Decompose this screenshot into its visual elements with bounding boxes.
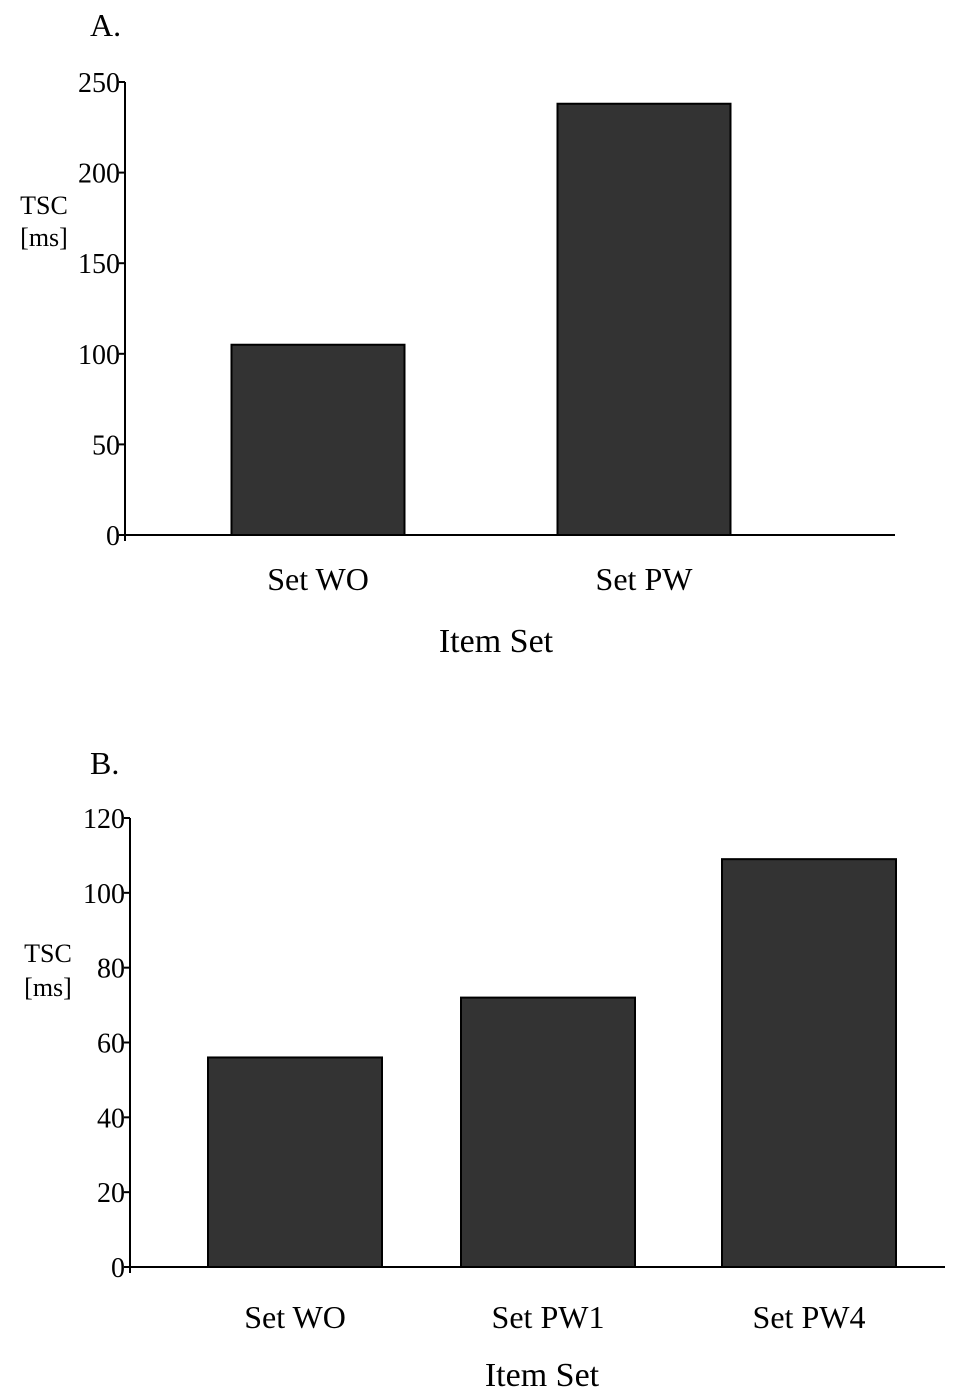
- chart-a-y-tick-label-2: 100: [78, 340, 120, 371]
- chart-b-y-tick-label-6: 120: [83, 804, 125, 835]
- panel-a-letter: A.: [90, 7, 121, 43]
- chart-a-ylabel-line-2: [ms]: [20, 223, 68, 252]
- chart-b-y-tick-label-3: 60: [97, 1029, 125, 1060]
- chart-a-ylabel-line-1: TSC: [20, 191, 68, 220]
- chart-b-y-tick-label-5: 100: [83, 879, 125, 910]
- chart-a-category-label-0: Set WO: [267, 561, 369, 597]
- chart-a-y-tick-label-5: 250: [78, 68, 120, 99]
- chart-a-category-label-1: Set PW: [596, 561, 694, 597]
- chart-a-bar-0: [230, 343, 406, 536]
- chart-b-xlabel: Item Set: [485, 1357, 600, 1394]
- chart-b-ylabel-line-2: [ms]: [24, 973, 72, 1002]
- chart-b-ylabel-line-1: TSC: [24, 939, 72, 968]
- chart-a-y-tick-label-0: 0: [106, 521, 120, 552]
- chart-b-y-tick-label-1: 20: [97, 1178, 125, 1209]
- chart-a: A. TSC [ms] Item Set Set WO Set PW 0 50 100 1…: [20, 7, 895, 660]
- chart-b-y-tick-label-0: 0: [111, 1253, 125, 1284]
- chart-a-y-tick-label-4: 200: [78, 159, 120, 190]
- chart-b-category-label-1: Set PW1: [492, 1299, 605, 1335]
- chart-b-bar-1: [460, 996, 636, 1268]
- chart-b: B. TSC [ms] Item Set Set WO Set PW1 Set PW…: [24, 745, 945, 1394]
- chart-b-category-label-0: Set WO: [244, 1299, 346, 1335]
- chart-b-bar-2: [721, 858, 897, 1268]
- chart-a-y-tick-label-3: 150: [78, 249, 120, 280]
- chart-b-y-tick-label-2: 40: [97, 1103, 125, 1134]
- chart-a-y-tick-label-1: 50: [92, 430, 120, 461]
- chart-a-xlabel: Item Set: [439, 623, 554, 660]
- chart-b-category-label-2: Set PW4: [753, 1299, 866, 1335]
- chart-b-bar-0: [207, 1056, 383, 1269]
- chart-a-bar-1: [556, 102, 732, 537]
- chart-b-y-tick-label-4: 80: [97, 954, 125, 985]
- panel-b-letter: B.: [90, 745, 119, 781]
